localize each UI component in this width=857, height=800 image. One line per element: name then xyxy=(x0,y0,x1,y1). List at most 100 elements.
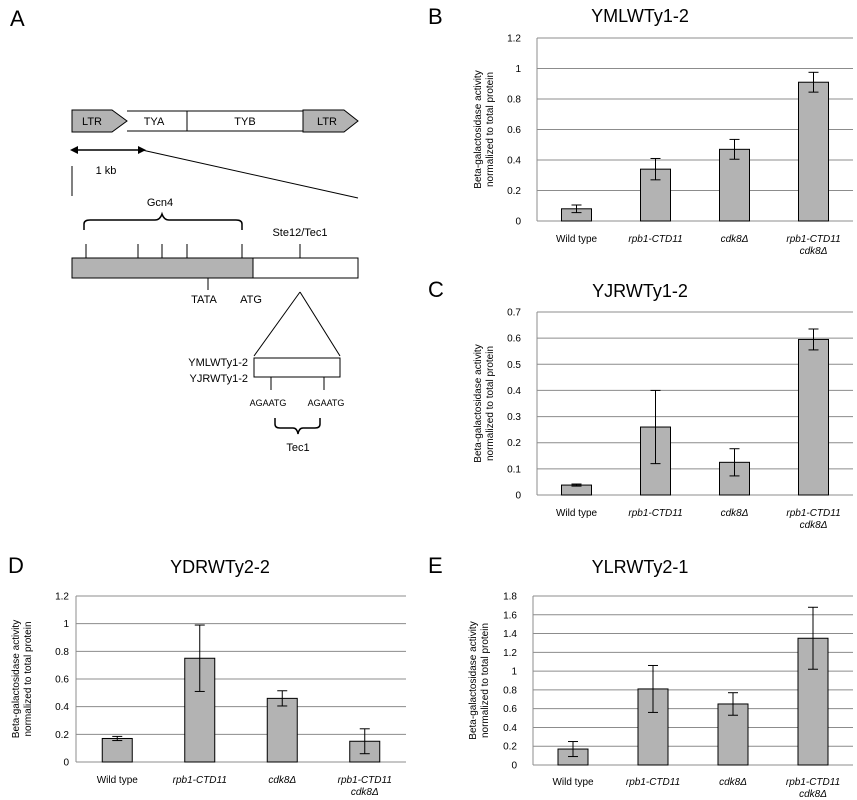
y-tick-label: 0.8 xyxy=(503,685,517,696)
gcn4-bracket xyxy=(83,211,243,230)
category-label-line: rpb1-CTD11 xyxy=(626,777,680,788)
y-tick-label: 1.2 xyxy=(503,648,517,659)
inset-line-right xyxy=(299,291,341,357)
category-label-line: cdk8Δ xyxy=(721,508,749,519)
category-label: rpb1-CTD11 cdk8Δ xyxy=(786,234,840,257)
y-tick-label: 1 xyxy=(63,619,69,630)
coding-region xyxy=(252,257,359,279)
category-label: cdk8Δ xyxy=(719,777,747,788)
y-axis-label-line: Beta-galactosidase activity xyxy=(468,621,479,739)
y-tick-label: 1.6 xyxy=(503,610,517,621)
category-label: rpb1-CTD11 cdk8Δ xyxy=(786,777,840,800)
y-tick-label: 1.2 xyxy=(507,34,521,45)
y-axis-label: Beta-galactosidase activitynormalized to… xyxy=(473,70,496,188)
y-tick-label: 0.5 xyxy=(507,360,521,371)
panel-letter: C xyxy=(428,277,444,302)
category-label: rpb1-CTD11 cdk8Δ xyxy=(338,775,392,798)
category-label: cdk8Δ xyxy=(268,775,296,786)
y-axis-label-line: normalized to total protein xyxy=(485,346,496,461)
atg-label: ATG xyxy=(240,294,262,306)
panel-letter: E xyxy=(428,553,443,578)
category-label-line: cdk8Δ xyxy=(268,775,296,786)
y-tick-label: 0.6 xyxy=(503,704,517,715)
y-tick-label: 0.6 xyxy=(55,675,69,686)
y-tick-label: 0 xyxy=(511,761,517,772)
tyb-label: TYB xyxy=(234,116,255,128)
y-tick-label: 0 xyxy=(515,491,521,502)
chart-title: YMLWTy1-2 xyxy=(591,6,689,26)
y-tick-label: 0.1 xyxy=(507,464,521,475)
tec1-bracket xyxy=(274,418,321,435)
y-axis-label-line: Beta-galactosidase activity xyxy=(473,344,484,462)
y-tick-label: 0.2 xyxy=(503,742,517,753)
zoom-line-right xyxy=(141,149,359,199)
category-label: Wild type xyxy=(556,508,598,519)
category-label-line: cdk8Δ xyxy=(719,777,747,788)
bar xyxy=(719,148,750,222)
y-tick-label: 1.4 xyxy=(503,629,517,640)
chart-title: YLRWTy2-1 xyxy=(592,557,689,577)
category-label: Wild type xyxy=(552,777,594,788)
y-tick-label: 0.3 xyxy=(507,412,521,423)
scale-label: 1 kb xyxy=(96,165,117,177)
bar xyxy=(266,697,298,763)
category-label: rpb1-CTD11 cdk8Δ xyxy=(786,508,840,531)
chart-panel-b: B YMLWTy1-2 0 0.2 0.4 0.6 0.8 1 1.2 Beta-galactos… xyxy=(428,4,853,257)
y-tick-label: 0.4 xyxy=(55,702,69,713)
category-label-line: cdk8Δ xyxy=(721,234,749,245)
panel-a: A LTR TYA TYB LTR 1 kb Gcn4 Ste12/Tec1 xyxy=(10,6,359,454)
chart-panel-e: E YLRWTy2-1 0 0.2 0.4 0.6 0.8 1 1.2 1.4 1.6 1.8 Beta… xyxy=(428,553,853,800)
chart-panel-d: D YDRWTy2-2 0 0.2 0.4 0.6 0.8 1 1.2 Beta-galactos… xyxy=(8,553,406,798)
category-label-line: cdk8Δ xyxy=(799,789,827,800)
panel-letter: B xyxy=(428,4,443,29)
chart-title: YJRWTy1-2 xyxy=(592,281,688,301)
category-label-line: rpb1-CTD11 xyxy=(628,234,682,245)
inset-box xyxy=(253,357,341,378)
category-label-line: rpb1-CTD11 xyxy=(338,775,392,786)
y-tick-label: 0.4 xyxy=(507,156,521,167)
scale-arrow-left xyxy=(70,146,78,154)
ltr-left-label: LTR xyxy=(82,116,102,128)
y-axis-label-line: normalized to total protein xyxy=(23,621,34,736)
y-tick-label: 0 xyxy=(63,758,69,769)
ltr-right-label: LTR xyxy=(317,116,337,128)
y-tick-label: 0.2 xyxy=(55,730,69,741)
y-tick-label: 1 xyxy=(515,64,521,75)
inset-label-ymlw: YMLWTy1-2 xyxy=(188,357,248,369)
category-label: rpb1-CTD11 xyxy=(628,234,682,245)
panel-letter: D xyxy=(8,553,24,578)
y-axis-label-line: Beta-galactosidase activity xyxy=(473,70,484,188)
category-label-line: rpb1-CTD11 xyxy=(786,234,840,245)
category-label-line: rpb1-CTD11 xyxy=(786,777,840,788)
category-label-line: Wild type xyxy=(552,777,594,788)
category-label: cdk8Δ xyxy=(721,234,749,245)
category-label-line: rpb1-CTD11 xyxy=(628,508,682,519)
y-axis-label: Beta-galactosidase activitynormalized to… xyxy=(473,344,496,462)
inset-label-yjrw: YJRWTy1-2 xyxy=(190,373,248,385)
y-tick-label: 0.4 xyxy=(503,723,517,734)
y-tick-label: 1.8 xyxy=(503,592,517,603)
y-axis-label: Beta-galactosidase activitynormalized to… xyxy=(468,621,491,739)
y-tick-label: 0.6 xyxy=(507,334,521,345)
category-label-line: Wild type xyxy=(556,508,598,519)
ltr-left-arrow xyxy=(71,109,128,133)
category-label: Wild type xyxy=(97,775,139,786)
inset-line-left xyxy=(253,291,301,357)
bar xyxy=(798,81,829,222)
category-label: rpb1-CTD11 xyxy=(626,777,680,788)
bar xyxy=(798,338,829,496)
tya-label: TYA xyxy=(144,116,165,128)
ltr-right-arrow xyxy=(302,109,359,133)
category-label-line: cdk8Δ xyxy=(800,246,828,257)
y-tick-label: 0 xyxy=(515,217,521,228)
y-tick-label: 0.8 xyxy=(55,647,69,658)
y-tick-label: 1.2 xyxy=(55,592,69,603)
chart-title: YDRWTy2-2 xyxy=(170,557,270,577)
category-label-line: Wild type xyxy=(97,775,139,786)
category-label: rpb1-CTD11 xyxy=(628,508,682,519)
y-axis-label: Beta-galactosidase activitynormalized to… xyxy=(11,620,34,738)
category-label-line: cdk8Δ xyxy=(351,787,379,798)
panel-letter-a: A xyxy=(10,6,25,31)
motif-label-right: AGAATG xyxy=(308,398,345,408)
